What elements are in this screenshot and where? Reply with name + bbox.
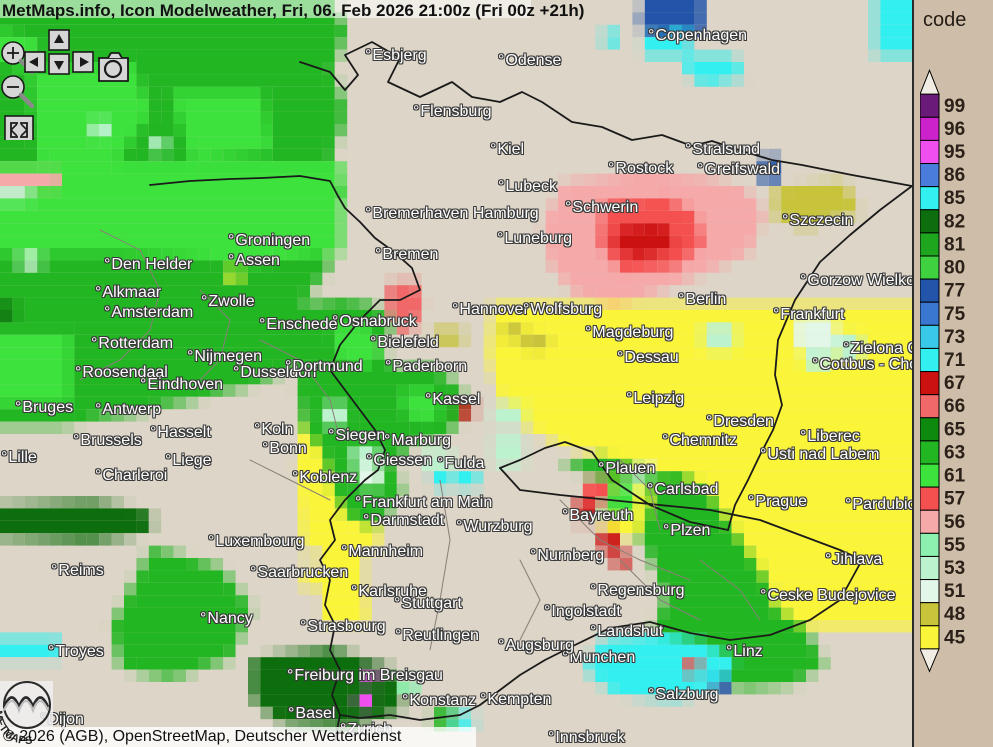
svg-text:66: 66 <box>944 396 965 417</box>
svg-text:81: 81 <box>944 234 966 255</box>
svg-text:96: 96 <box>944 119 965 140</box>
svg-text:48: 48 <box>944 604 965 625</box>
svg-text:53: 53 <box>944 558 965 579</box>
svg-text:56: 56 <box>944 512 965 533</box>
svg-text:80: 80 <box>944 258 965 279</box>
svg-text:86: 86 <box>944 165 965 186</box>
svg-text:82: 82 <box>944 211 965 232</box>
svg-text:55: 55 <box>944 535 966 556</box>
svg-text:77: 77 <box>944 281 965 302</box>
svg-text:code: code <box>923 9 966 31</box>
svg-text:73: 73 <box>944 327 965 348</box>
svg-text:57: 57 <box>944 489 965 510</box>
svg-text:65: 65 <box>944 419 966 440</box>
svg-text:71: 71 <box>944 350 966 371</box>
svg-text:67: 67 <box>944 373 965 394</box>
svg-text:51: 51 <box>944 581 966 602</box>
svg-text:45: 45 <box>944 627 966 648</box>
svg-text:63: 63 <box>944 442 965 463</box>
svg-text:75: 75 <box>944 304 966 325</box>
svg-text:95: 95 <box>944 142 966 163</box>
svg-text:99: 99 <box>944 96 965 117</box>
svg-text:85: 85 <box>944 188 966 209</box>
svg-text:61: 61 <box>944 466 966 487</box>
